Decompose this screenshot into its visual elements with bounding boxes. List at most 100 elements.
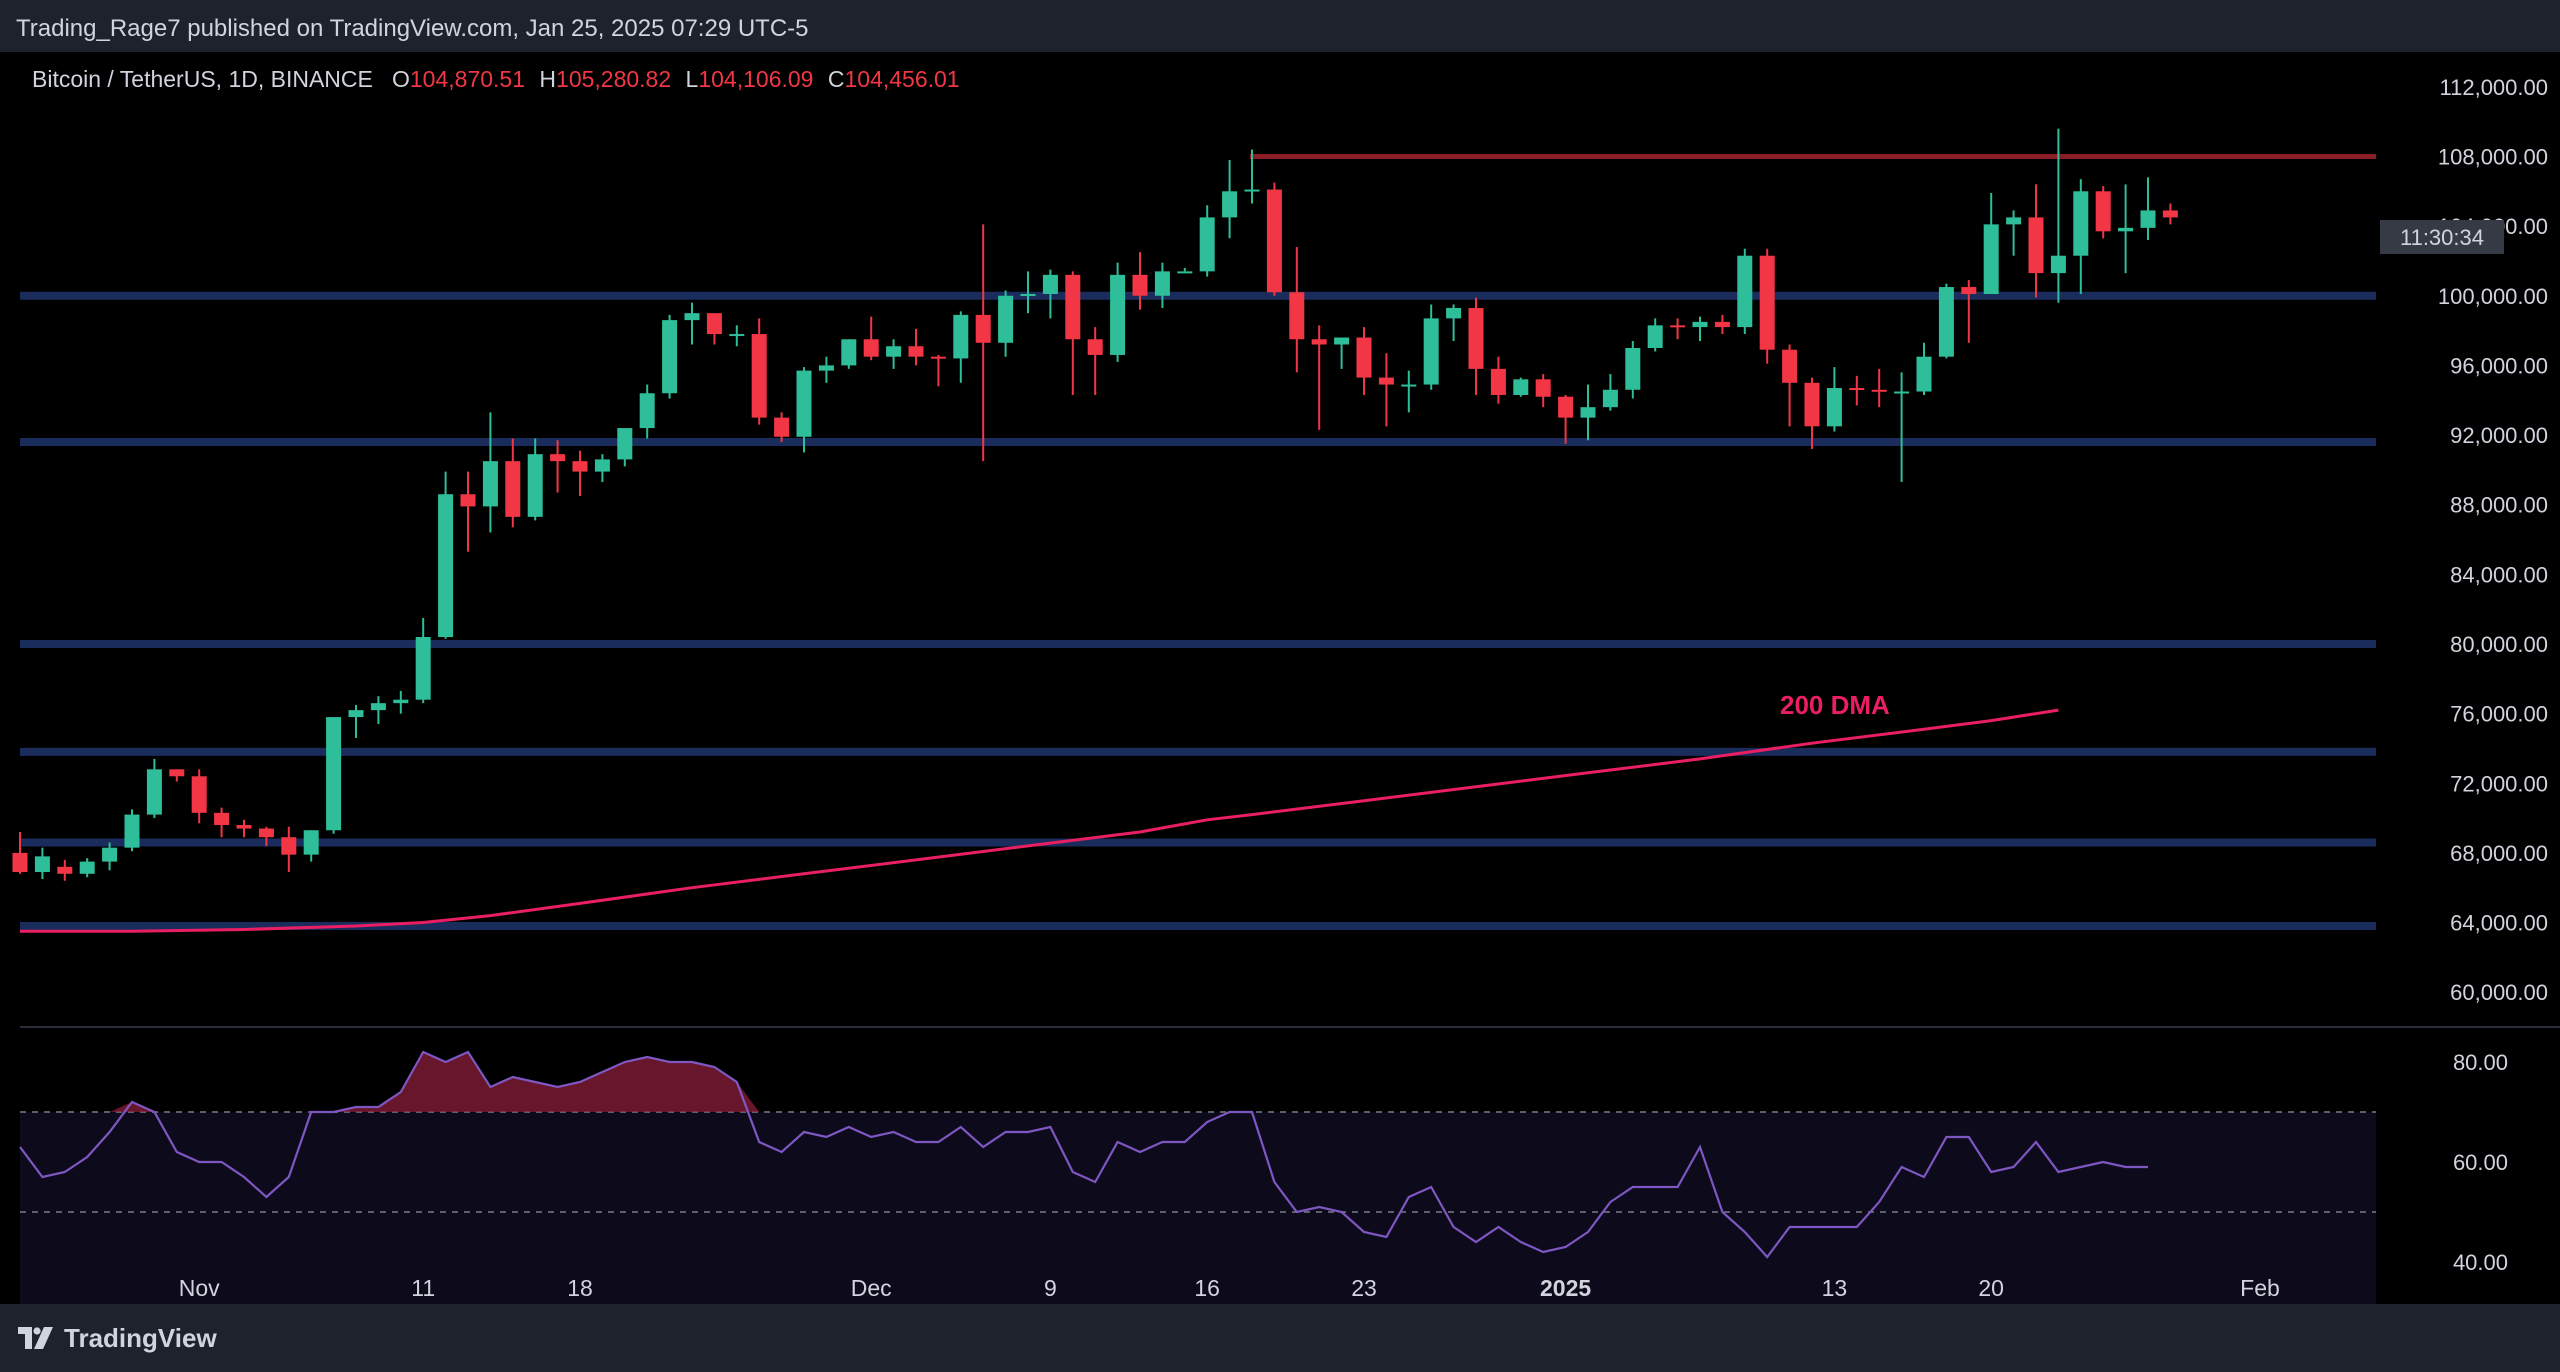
- candle[interactable]: [281, 826, 297, 873]
- candle[interactable]: [57, 859, 73, 881]
- candle[interactable]: [550, 440, 566, 493]
- candle[interactable]: [751, 318, 767, 425]
- candle[interactable]: [774, 412, 790, 442]
- candle[interactable]: [684, 302, 700, 345]
- candle[interactable]: [1177, 267, 1193, 274]
- candle[interactable]: [2073, 179, 2089, 295]
- candle[interactable]: [1378, 353, 1394, 427]
- candle[interactable]: [2118, 184, 2134, 274]
- candle[interactable]: [2006, 210, 2022, 256]
- candle[interactable]: [303, 830, 319, 862]
- candle[interactable]: [482, 412, 498, 533]
- candle[interactable]: [1222, 159, 1238, 239]
- candle[interactable]: [2028, 184, 2044, 298]
- candle[interactable]: [1580, 384, 1596, 441]
- candle[interactable]: [12, 832, 28, 874]
- candle[interactable]: [415, 617, 431, 704]
- candle[interactable]: [102, 842, 118, 871]
- candle[interactable]: [1087, 327, 1103, 395]
- candle[interactable]: [1244, 149, 1260, 204]
- candle[interactable]: [1446, 304, 1462, 342]
- candle[interactable]: [1692, 316, 1708, 342]
- candle[interactable]: [1289, 247, 1305, 373]
- candle[interactable]: [1804, 377, 1820, 449]
- candle[interactable]: [617, 428, 633, 467]
- candle[interactable]: [863, 316, 879, 361]
- candle[interactable]: [1356, 327, 1372, 395]
- candle[interactable]: [1132, 252, 1148, 310]
- candle[interactable]: [908, 328, 924, 366]
- candle[interactable]: [1558, 394, 1574, 444]
- candle[interactable]: [1826, 367, 1842, 432]
- candle[interactable]: [1670, 318, 1686, 340]
- candle[interactable]: [79, 858, 95, 878]
- candle[interactable]: [1154, 262, 1170, 308]
- candle[interactable]: [393, 690, 409, 714]
- candle[interactable]: [348, 704, 364, 738]
- tradingview-logo[interactable]: TradingView: [18, 1318, 217, 1358]
- candle[interactable]: [953, 311, 969, 383]
- candle[interactable]: [572, 450, 588, 496]
- candle[interactable]: [34, 847, 50, 880]
- candle[interactable]: [1065, 271, 1081, 395]
- candle[interactable]: [1849, 375, 1865, 406]
- candle[interactable]: [326, 717, 342, 834]
- candle[interactable]: [1311, 325, 1327, 430]
- candle[interactable]: [706, 313, 722, 345]
- candle[interactable]: [1782, 344, 1798, 427]
- candle[interactable]: [998, 290, 1014, 357]
- candle[interactable]: [818, 356, 834, 383]
- candle[interactable]: [1871, 368, 1887, 408]
- candle[interactable]: [1916, 342, 1932, 395]
- candle[interactable]: [460, 471, 476, 552]
- candle[interactable]: [1535, 374, 1551, 408]
- candle[interactable]: [1334, 337, 1350, 369]
- candle[interactable]: [124, 809, 140, 852]
- candle[interactable]: [236, 819, 252, 838]
- candle[interactable]: [1042, 269, 1058, 319]
- candle[interactable]: [1894, 372, 1910, 483]
- candle[interactable]: [527, 438, 543, 521]
- candle[interactable]: [594, 454, 610, 483]
- candle[interactable]: [370, 696, 386, 725]
- candle[interactable]: [258, 826, 274, 846]
- candle[interactable]: [1423, 304, 1439, 390]
- candle[interactable]: [1199, 205, 1215, 277]
- candle[interactable]: [639, 384, 655, 439]
- candle[interactable]: [1513, 377, 1529, 397]
- candle[interactable]: [169, 769, 185, 782]
- candle[interactable]: [1983, 193, 1999, 295]
- candle[interactable]: [2162, 203, 2178, 225]
- candle[interactable]: [1625, 341, 1641, 399]
- candle[interactable]: [505, 438, 521, 528]
- candle[interactable]: [1020, 271, 1036, 314]
- price-chart[interactable]: 112,000.00108,000.00104,000.00100,000.00…: [0, 52, 2560, 1304]
- candle[interactable]: [930, 354, 946, 387]
- candle[interactable]: [1266, 182, 1282, 296]
- candle[interactable]: [662, 314, 678, 399]
- candle[interactable]: [2050, 128, 2066, 303]
- candle[interactable]: [1490, 356, 1506, 404]
- candle[interactable]: [886, 339, 902, 369]
- candle[interactable]: [729, 325, 745, 347]
- candle[interactable]: [841, 339, 857, 369]
- candle[interactable]: [1759, 248, 1775, 364]
- candle[interactable]: [2095, 186, 2111, 239]
- candle[interactable]: [1737, 248, 1753, 335]
- candle[interactable]: [146, 758, 162, 819]
- candle[interactable]: [796, 367, 812, 453]
- candle[interactable]: [975, 224, 991, 462]
- candle[interactable]: [191, 769, 207, 824]
- candle[interactable]: [1938, 283, 1954, 359]
- candle[interactable]: [2140, 177, 2156, 241]
- chart-frame[interactable]: 112,000.00108,000.00104,000.00100,000.00…: [0, 52, 2560, 1304]
- candle[interactable]: [1401, 370, 1417, 413]
- candle[interactable]: [1468, 297, 1484, 395]
- candle[interactable]: [214, 807, 230, 838]
- candle[interactable]: [1714, 314, 1730, 335]
- candle[interactable]: [438, 471, 454, 639]
- candle[interactable]: [1647, 318, 1663, 352]
- candle[interactable]: [1961, 280, 1977, 343]
- candle[interactable]: [1110, 262, 1126, 362]
- candle[interactable]: [1602, 374, 1618, 411]
